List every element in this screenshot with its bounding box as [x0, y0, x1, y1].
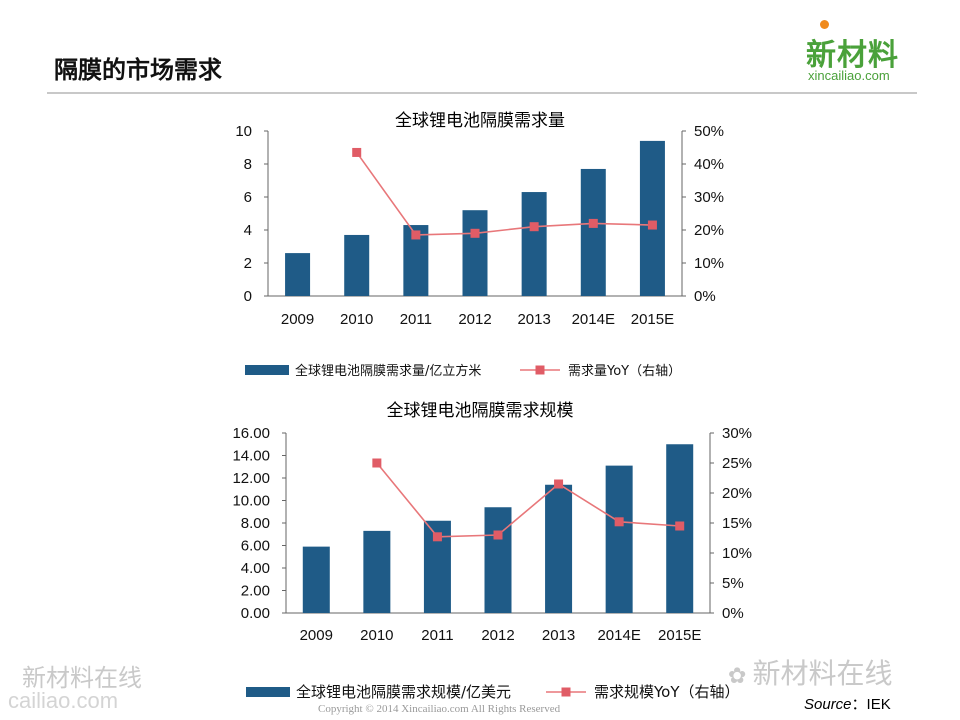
copyright-text: Copyright © 2014 Xincailiao.com All Righ…: [318, 703, 561, 715]
y-tick-label-right: 5%: [722, 575, 744, 592]
bar: [285, 253, 311, 296]
legend-line-label: 需求规模YoY（右轴）: [594, 683, 740, 701]
y-tick-label-right: 10%: [722, 545, 752, 562]
x-tick-label: 2010: [360, 627, 393, 644]
chart-demand-volume: 全球锂电池隔膜需求量 0 2 4 6 8 10 0% 10% 20% 30% 40% 50% 2009 2…: [0, 100, 960, 390]
y-tick-label-left: 16.00: [232, 425, 270, 442]
bar: [605, 465, 633, 613]
x-tick-label: 2012: [458, 311, 491, 328]
y-tick-label-right: 0%: [722, 605, 744, 622]
chart-title: 全球锂电池隔膜需求规模: [386, 401, 574, 421]
legend-bar-label: 全球锂电池隔膜需求量/亿立方米: [295, 363, 481, 379]
bar: [462, 210, 488, 296]
x-tick-label: 2015E: [658, 627, 701, 644]
x-tick-label: 2013: [517, 311, 550, 328]
logo-sub-text: xincailiao.com: [808, 68, 890, 83]
chart-demand-value: 全球锂电池隔膜需求规模 0.00 2.00 4.00 6.00 8.00 10.00 12.…: [0, 390, 960, 710]
x-tick-label: 2011: [421, 627, 453, 644]
y-tick-label-right: 0%: [694, 288, 716, 305]
chart-svg: 0 2 4 6 8 10 0% 10% 20% 30% 40% 50% 2009 2010 2011 2012…: [235, 123, 724, 379]
legend-line-marker: [561, 687, 571, 697]
y-tick-label-right: 20%: [694, 222, 724, 239]
legend-bar-swatch: [246, 687, 290, 697]
y-tick-label-right: 30%: [722, 425, 752, 442]
y-tick-label-left: 14.00: [232, 448, 270, 465]
yoy-point: [529, 222, 539, 232]
yoy-point: [372, 458, 382, 468]
logo-main-text: 新材料: [806, 38, 899, 73]
bar: [484, 507, 512, 613]
y-tick-label-left: 6.00: [241, 538, 270, 555]
y-tick-label-right: 15%: [722, 515, 752, 532]
y-tick-label-left: 0.00: [241, 605, 270, 622]
y-tick-label-left: 8: [244, 156, 252, 173]
chart-svg: 0.00 2.00 4.00 6.00 8.00 10.00 12.00 14.00 16.00…: [232, 425, 752, 701]
bar: [545, 484, 573, 613]
yoy-point: [352, 147, 362, 157]
source-note: Source：IEK: [804, 693, 891, 714]
y-tick-label-left: 4: [244, 222, 252, 239]
source-value: ：IEK: [851, 696, 891, 713]
yoy-point: [588, 218, 598, 228]
logo-dot: [820, 20, 829, 29]
bar: [580, 168, 606, 296]
bar: [363, 530, 391, 613]
x-tick-label: 2009: [281, 311, 314, 328]
x-tick-label: 2014E: [572, 311, 615, 328]
yoy-point: [675, 521, 685, 531]
watermark-right-text: 新材料在线: [752, 657, 893, 690]
y-tick-label-left: 2: [244, 255, 252, 272]
watermark-left: 新材料在线: [22, 664, 142, 692]
y-tick-label-left: 10.00: [232, 493, 270, 510]
y-tick-label-right: 40%: [694, 156, 724, 173]
page-title: 隔膜的市场需求: [54, 56, 222, 84]
bar: [521, 192, 547, 296]
wechat-icon: ✿: [728, 664, 747, 689]
yoy-point: [470, 228, 480, 238]
legend-line-marker: [535, 365, 545, 375]
y-tick-label-left: 0: [244, 288, 252, 305]
watermark-right: ✿ 新材料在线: [728, 652, 892, 692]
yoy-point: [493, 530, 503, 540]
chart-title: 全球锂电池隔膜需求量: [395, 111, 565, 131]
x-tick-label: 2015E: [631, 311, 674, 328]
bar: [639, 140, 665, 296]
legend-bar-label: 全球锂电池隔膜需求规模/亿美元: [296, 683, 511, 701]
y-tick-label-left: 4.00: [241, 560, 270, 577]
watermark-left-url: cailiao.com: [8, 688, 119, 713]
x-tick-label: 2010: [340, 311, 373, 328]
source-label: Source: [804, 696, 852, 713]
yoy-point: [432, 532, 442, 542]
x-tick-label: 2011: [400, 311, 432, 328]
y-tick-label-right: 10%: [694, 255, 724, 272]
title-divider: [47, 92, 917, 94]
x-tick-label: 2014E: [597, 627, 640, 644]
y-tick-label-right: 50%: [694, 123, 724, 140]
bar: [344, 234, 370, 296]
legend-bar-swatch: [245, 365, 289, 375]
y-tick-label-right: 25%: [722, 455, 752, 472]
yoy-point: [411, 230, 421, 240]
legend-line-label: 需求量YoY（右轴）: [568, 364, 681, 379]
yoy-line: [356, 151, 653, 236]
y-tick-label-left: 6: [244, 189, 252, 206]
brand-logo: 新材料 xincailiao.com: [800, 16, 920, 86]
yoy-line: [376, 462, 680, 538]
x-tick-label: 2013: [542, 627, 575, 644]
x-tick-label: 2009: [300, 627, 333, 644]
y-tick-label-left: 2.00: [241, 583, 270, 600]
yoy-point: [554, 479, 564, 489]
y-tick-label-left: 12.00: [232, 470, 270, 487]
yoy-point: [614, 517, 624, 527]
x-tick-label: 2012: [481, 627, 514, 644]
yoy-point: [647, 220, 657, 230]
y-tick-label-left: 10: [235, 123, 252, 140]
y-tick-label-left: 8.00: [241, 515, 270, 532]
y-tick-label-right: 20%: [722, 485, 752, 502]
y-tick-label-right: 30%: [694, 189, 724, 206]
bar: [302, 546, 330, 613]
